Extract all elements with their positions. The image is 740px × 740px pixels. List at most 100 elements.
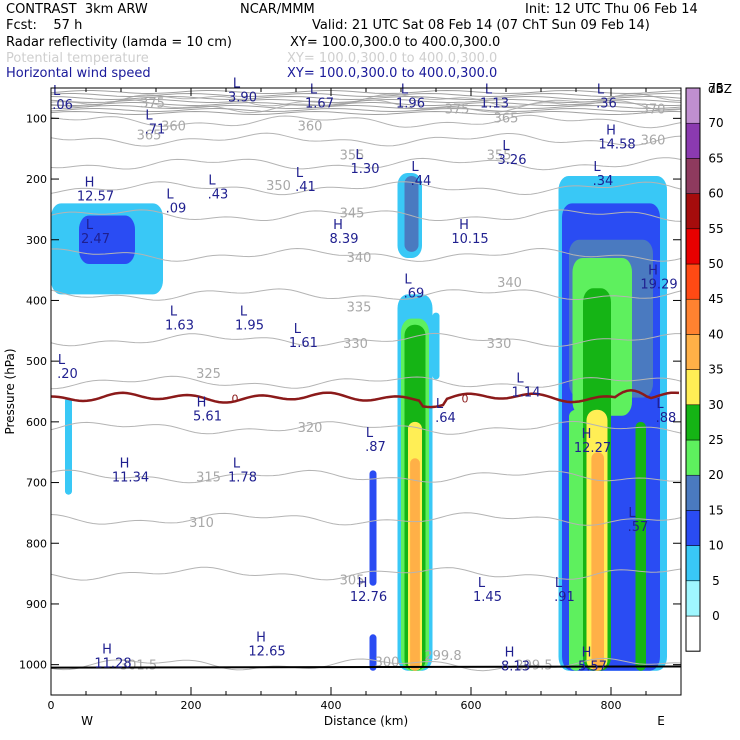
colorbar-level-label: 20 (708, 468, 723, 482)
theta-contour (51, 288, 681, 301)
field-reflectivity-xy: XY= 100.0,300.0 to 400.0,300.0 (290, 35, 501, 50)
wind-extremum-value: .87 (365, 440, 386, 455)
theta-label: 330 (343, 337, 368, 352)
wind-extremum-value: 14.58 (598, 138, 635, 153)
freezing-level-label: 0 (232, 393, 239, 406)
y-tick-label: 300 (26, 234, 47, 247)
wind-extremum-kind: L (86, 218, 94, 233)
colorbar-level-label: 15 (708, 503, 723, 517)
theta-contour-upper (51, 102, 681, 106)
wind-extremum-value: .20 (57, 367, 78, 382)
reflectivity-cell (569, 409, 583, 671)
wind-extremum-kind: L (145, 109, 153, 124)
colorbar-swatch (685, 158, 701, 194)
theta-label: 300 (375, 655, 400, 670)
theta-label: 360 (161, 119, 186, 134)
wind-extremum-value: 19.29 (640, 277, 677, 292)
reflectivity-cell (369, 470, 377, 586)
wind-extremum-kind: L (170, 305, 178, 320)
wind-extremum-value: 1.14 (512, 385, 541, 400)
colorbar-swatch (685, 369, 701, 406)
wind-extremum-kind: L (233, 456, 241, 471)
theta-contour-upper (51, 99, 681, 104)
wind-extremum-value: 1.63 (165, 319, 194, 334)
wind-extremum-kind: L (240, 305, 248, 320)
y-tick-label: 800 (26, 537, 47, 550)
theta-contour (51, 469, 681, 484)
colorbar-swatch (685, 228, 701, 265)
wind-extremum-value: 10.15 (451, 232, 488, 247)
wind-extremum-kind: H (582, 646, 592, 661)
theta-label: 301.5 (120, 659, 157, 674)
wind-extremum-kind: L (58, 353, 66, 368)
theta-contour (51, 181, 681, 196)
reflectivity-cell (591, 452, 604, 671)
reflectivity-cell (635, 421, 646, 671)
theta-contour (51, 132, 681, 147)
reflectivity-cell (79, 215, 135, 265)
wind-extremum-value: 11.34 (112, 470, 149, 485)
wind-extremum-kind: H (582, 427, 592, 442)
colorbar-level-label: 30 (708, 398, 723, 412)
wind-extremum-value: .57 (628, 520, 649, 535)
wind-extremum-value: 1.61 (289, 336, 318, 351)
field-wind-title: Horizontal wind speed (6, 66, 151, 81)
wind-extremum-value: 1.30 (351, 162, 380, 177)
theta-contour (51, 209, 681, 222)
wind-extremum-value: 12.76 (350, 590, 387, 605)
theta-label: 375 (140, 96, 165, 111)
colorbar-level-label: 50 (708, 257, 723, 271)
axes-layer: 100 200 300 400 500 600 700 800 900 1000 0 200 400 60… (3, 88, 682, 728)
wind-extremum-kind: L (656, 397, 664, 412)
theta-contour (51, 332, 681, 347)
wind-extremum-kind: L (53, 84, 61, 99)
wind-extremum-kind: L (478, 576, 486, 591)
theta-contour-upper (51, 92, 681, 98)
wind-extremum-kind: L (597, 82, 605, 97)
wind-extremum-kind: H (256, 631, 266, 646)
theta-label: 305 (340, 574, 365, 589)
theta-contour (51, 566, 681, 581)
wind-extremum-kind: L (411, 160, 419, 175)
colorbar-swatch (685, 122, 701, 159)
wind-extremum-value: .71 (145, 123, 166, 138)
field-wind-xy: XY= 100.0,300.0 to 400.0,300.0 (287, 66, 498, 81)
colorbar-level-label: 45 (708, 292, 723, 306)
wind-extremum-value: .69 (404, 286, 425, 301)
theta-label: 320 (298, 421, 323, 436)
wind-extremum-kind: H (505, 646, 515, 661)
colorbar-swatch (685, 615, 701, 652)
colorbar-swatch (685, 474, 701, 511)
theta-label: 330 (487, 337, 512, 352)
y-tick-label: 900 (26, 598, 47, 611)
org-label: NCAR/MMM (240, 2, 315, 17)
theta-contour (51, 114, 681, 129)
wind-extremum-kind: H (333, 218, 343, 233)
wind-extremum-value: 3.90 (228, 90, 257, 105)
colorbar-level-label: 55 (708, 222, 723, 236)
theta-contour-upper (51, 104, 681, 110)
theta-contour (51, 157, 681, 171)
y-tick-label: 500 (26, 355, 47, 368)
theta-label: 310 (189, 516, 214, 531)
theta-contour-upper (51, 95, 681, 101)
wind-extremum-value: .44 (411, 174, 432, 189)
colorbar-swatch (685, 439, 701, 476)
wind-extremum-value: 1.13 (480, 96, 509, 111)
wind-extremum-kind: L (436, 397, 444, 412)
valid-time: Valid: 21 UTC Sat 08 Feb 14 (07 ChT Sun … (312, 18, 650, 33)
theta-contour (51, 375, 681, 390)
reflectivity-cell (404, 176, 419, 252)
wind-extremum-kind: H (120, 456, 130, 471)
x-end-label-west: W (81, 714, 93, 728)
colorbar-level-label: 60 (708, 187, 723, 201)
x-tick-label: 200 (181, 699, 202, 712)
wind-extremum-value: 1.67 (305, 96, 334, 111)
colorbar-level-label: 65 (708, 151, 723, 165)
theta-label: 340 (497, 276, 522, 291)
wind-extremum-value: 12.65 (248, 645, 285, 660)
colorbar-level-label: 75 (708, 81, 723, 95)
theta-label: 350 (266, 179, 291, 194)
